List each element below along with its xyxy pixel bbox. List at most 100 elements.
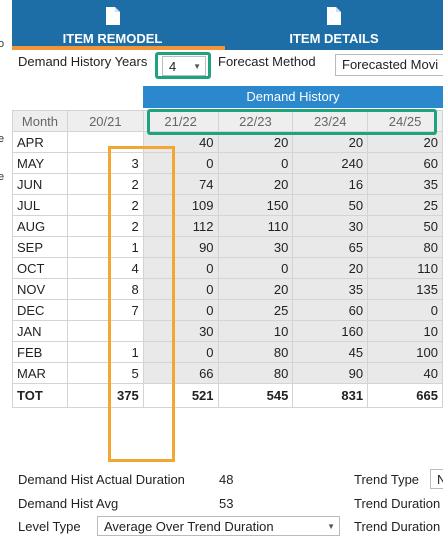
value-cell[interactable]: 110 [217, 215, 294, 237]
value-cell[interactable]: 25 [217, 299, 294, 321]
value-cell[interactable]: 0 [367, 299, 443, 321]
value-cell[interactable]: 74 [142, 173, 219, 195]
value-cell[interactable]: 30 [217, 236, 294, 258]
table-row: FEB 1 0 80 45 100 [12, 341, 443, 363]
value-cell[interactable]: 2 [66, 215, 144, 237]
tab-item-remodel[interactable]: ITEM REMODEL [0, 0, 225, 50]
value-cell[interactable]: 8 [66, 278, 144, 300]
total-cell: 831 [292, 383, 369, 408]
value-cell[interactable]: 0 [142, 152, 219, 174]
clipped-text: o [0, 38, 5, 50]
actual-duration-value: 48 [219, 472, 234, 487]
value-cell[interactable]: 35 [292, 278, 369, 300]
value-cell[interactable]: 0 [142, 341, 219, 363]
value-cell[interactable]: 110 [367, 257, 443, 279]
document-icon [105, 7, 120, 25]
level-type-select[interactable]: Average Over Trend Duration ▼ [97, 516, 340, 536]
value-cell[interactable]: 135 [367, 278, 443, 300]
value-cell[interactable]: 35 [367, 173, 443, 195]
value-cell[interactable]: 20 [217, 131, 294, 153]
trend-type-label: Trend Type [354, 472, 420, 487]
value-cell[interactable]: 5 [66, 362, 144, 384]
value-cell[interactable]: 30 [142, 320, 219, 342]
tab-bar: ITEM REMODEL ITEM DETAILS [0, 0, 443, 50]
value-cell[interactable]: 0 [142, 299, 219, 321]
years-select[interactable]: 4 ▼ [162, 56, 206, 76]
value-cell[interactable]: 7 [66, 299, 144, 321]
value-cell[interactable]: 80 [217, 362, 294, 384]
value-cell[interactable]: 25 [367, 194, 443, 216]
total-cell: 545 [217, 383, 294, 408]
value-cell[interactable]: 90 [142, 236, 219, 258]
value-cell[interactable]: 10 [217, 320, 294, 342]
years-value: 4 [169, 59, 177, 74]
value-cell[interactable]: 50 [367, 215, 443, 237]
value-cell[interactable]: 40 [367, 362, 443, 384]
value-cell[interactable]: 1 [66, 236, 144, 258]
value-cell[interactable] [66, 131, 144, 153]
value-cell[interactable]: 80 [367, 236, 443, 258]
value-cell[interactable]: 60 [292, 299, 369, 321]
value-cell[interactable]: 2 [66, 194, 144, 216]
table-row: MAY 3 0 0 240 60 [12, 152, 443, 174]
left-clipped-panel: o e e [0, 0, 12, 544]
value-cell[interactable]: 0 [142, 257, 219, 279]
value-cell[interactable]: 20 [217, 278, 294, 300]
value-cell[interactable]: 2 [66, 173, 144, 195]
value-cell[interactable]: 150 [217, 194, 294, 216]
month-cell: AUG [12, 215, 68, 237]
value-cell[interactable]: 240 [292, 152, 369, 174]
table-header-row: Month 20/21 21/22 22/23 23/24 24/25 [12, 110, 443, 132]
value-cell[interactable] [66, 320, 144, 342]
table-row: JUL 2 109 150 50 25 [12, 194, 443, 216]
value-cell[interactable]: 0 [217, 257, 294, 279]
table-row: AUG 2 112 110 30 50 [12, 215, 443, 237]
value-cell[interactable]: 112 [142, 215, 219, 237]
value-cell[interactable]: 20 [217, 173, 294, 195]
total-row: TOT 375 521 545 831 665 [12, 383, 443, 408]
table-row: DEC 7 0 25 60 0 [12, 299, 443, 321]
value-cell[interactable]: 0 [217, 152, 294, 174]
trend-type-select[interactable]: N [430, 469, 443, 489]
column-header: Month [12, 110, 68, 132]
value-cell[interactable]: 4 [66, 257, 144, 279]
value-cell[interactable]: 20 [292, 131, 369, 153]
value-cell[interactable]: 60 [367, 152, 443, 174]
value-cell[interactable]: 20 [292, 257, 369, 279]
value-cell[interactable]: 40 [142, 131, 219, 153]
month-cell: MAR [12, 362, 68, 384]
month-cell: SEP [12, 236, 68, 258]
value-cell[interactable]: 3 [66, 152, 144, 174]
years-label: Demand History Years [18, 54, 148, 69]
table-row: MAR 5 66 80 90 40 [12, 362, 443, 384]
value-cell[interactable]: 90 [292, 362, 369, 384]
value-cell[interactable]: 20 [367, 131, 443, 153]
table-row: OCT 4 0 0 20 110 [12, 257, 443, 279]
level-type-value: Average Over Trend Duration [104, 519, 274, 534]
forecast-method-select[interactable]: Forecasted Movi [335, 54, 443, 76]
value-cell[interactable]: 16 [292, 173, 369, 195]
value-cell[interactable]: 1 [66, 341, 144, 363]
avg-label: Demand Hist Avg [18, 496, 119, 511]
active-tab-indicator [12, 46, 225, 50]
avg-value: 53 [219, 496, 234, 511]
clipped-text: e [0, 133, 5, 145]
value-cell[interactable]: 50 [292, 194, 369, 216]
value-cell[interactable]: 65 [292, 236, 369, 258]
forecast-method-value: Forecasted Movi [342, 57, 439, 72]
chevron-down-icon: ▼ [193, 62, 201, 71]
value-cell[interactable]: 10 [367, 320, 443, 342]
month-cell: APR [12, 131, 68, 153]
tab-label: ITEM DETAILS [289, 31, 379, 46]
value-cell[interactable]: 30 [292, 215, 369, 237]
value-cell[interactable]: 160 [292, 320, 369, 342]
value-cell[interactable]: 45 [292, 341, 369, 363]
value-cell[interactable]: 80 [217, 341, 294, 363]
value-cell[interactable]: 0 [142, 278, 219, 300]
value-cell[interactable]: 100 [367, 341, 443, 363]
tab-item-details[interactable]: ITEM DETAILS [225, 0, 443, 50]
value-cell[interactable]: 66 [142, 362, 219, 384]
month-cell: MAY [12, 152, 68, 174]
trend-type-value: N [437, 472, 443, 487]
value-cell[interactable]: 109 [142, 194, 219, 216]
